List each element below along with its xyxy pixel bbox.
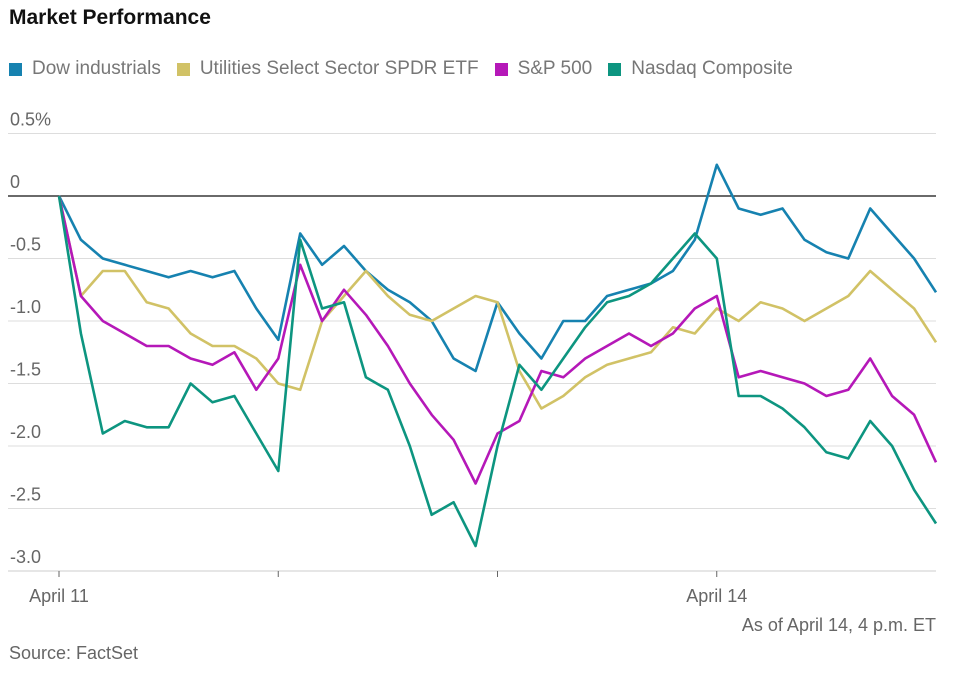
series-line-1 <box>57 195 938 410</box>
legend-swatch <box>176 62 190 76</box>
chart-title: Market Performance <box>9 6 211 29</box>
series-line-3 <box>57 195 938 548</box>
legend-item-nasdaq: Nasdaq Composite <box>608 58 793 80</box>
legend-swatch <box>608 62 622 76</box>
y-tick-label: -1.5 <box>10 360 41 380</box>
legend-label: Nasdaq Composite <box>631 58 793 79</box>
legend-label: S&P 500 <box>517 58 593 79</box>
y-tick-label: 0 <box>10 172 20 192</box>
legend-item-utilities: Utilities Select Sector SPDR ETF <box>176 58 479 80</box>
legend: Dow industrials Utilities Select Sector … <box>9 58 793 80</box>
timestamp-note: As of April 14, 4 p.m. ET <box>741 615 936 635</box>
x-tick-label: April 14 <box>686 586 747 606</box>
y-tick-label: -1.0 <box>10 297 41 317</box>
legend-swatch <box>9 62 22 76</box>
source-note: Source: FactSet <box>9 643 139 663</box>
legend-label: Dow industrials <box>32 58 161 79</box>
legend-item-dow: Dow industrials <box>9 58 161 80</box>
y-tick-label: 0.5% <box>10 110 51 130</box>
series-line-2 <box>57 195 938 485</box>
legend-label: Utilities Select Sector SPDR ETF <box>199 58 479 79</box>
legend-swatch <box>494 62 508 76</box>
y-tick-label: -3.0 <box>10 547 41 567</box>
legend-item-sp500: S&P 500 <box>494 58 593 80</box>
y-tick-label: -2.5 <box>10 485 41 505</box>
y-tick-label: -2.0 <box>10 422 41 442</box>
y-tick-label: -0.5 <box>10 235 41 255</box>
x-tick-label: April 11 <box>29 586 89 606</box>
